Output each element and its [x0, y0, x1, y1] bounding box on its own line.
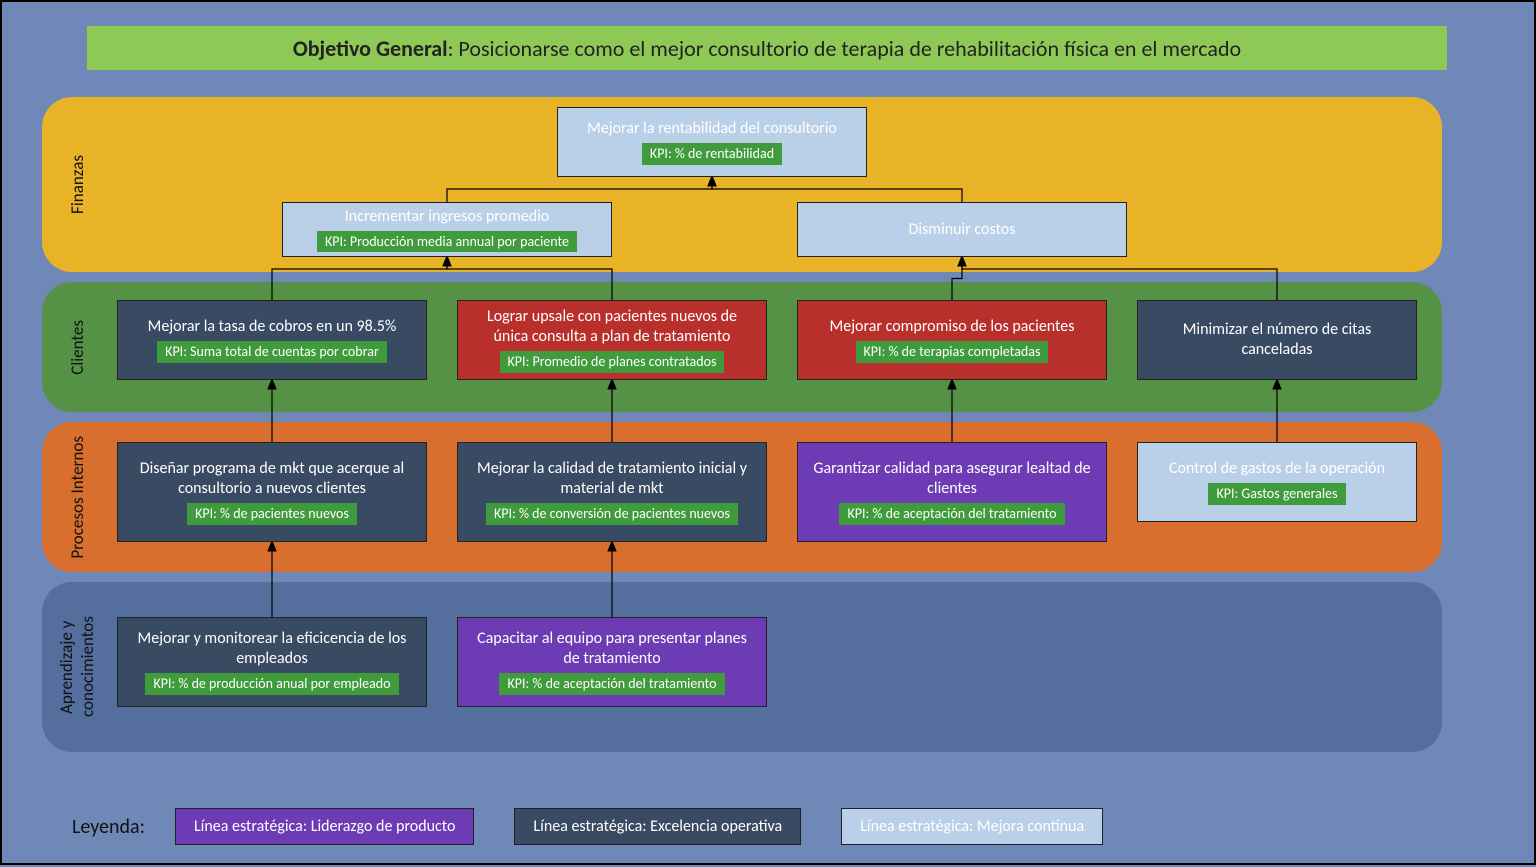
objective-text: Incrementar ingresos promedio — [345, 207, 549, 227]
objective-box-c3: Mejorar compromiso de los pacientes KPI: … — [797, 300, 1107, 380]
objective-text: Mejorar la rentabilidad del consultorio — [587, 119, 837, 139]
objective-box-f3: Disminuir costos — [797, 202, 1127, 257]
swimlane-label: Clientes — [42, 282, 112, 412]
objective-box-c4: Minimizar el número de citas canceladas — [1137, 300, 1417, 380]
objective-text: Disminuir costos — [909, 220, 1016, 240]
swimlane-label: Aprendizaje y conocimientos — [42, 582, 112, 752]
objective-box-a2: Capacitar al equipo para presentar plane… — [457, 617, 767, 707]
objective-box-a1: Mejorar y monitorear la eficicencia de l… — [117, 617, 427, 707]
kpi-badge: KPI: Producción media annual por pacient… — [317, 231, 577, 253]
kpi-badge: KPI: Promedio de planes contratados — [500, 351, 725, 373]
objective-text: Garantizar calidad para asegurar lealtad… — [808, 459, 1096, 499]
kpi-badge: KPI: Gastos generales — [1208, 483, 1345, 505]
objective-text: Mejorar compromiso de los pacientes — [830, 317, 1075, 337]
kpi-badge: KPI: Suma total de cuentas por cobrar — [157, 341, 387, 363]
swimlane-label: Finanzas — [42, 97, 112, 272]
kpi-badge: KPI: % de conversión de pacientes nuevos — [486, 503, 738, 525]
diagram-canvas: Objetivo General: Posicionarse como el m… — [0, 0, 1536, 865]
objective-text: Mejorar la tasa de cobros en un 98.5% — [148, 317, 397, 337]
swimlane-label: Procesos Internos — [42, 422, 112, 572]
objective-box-p4: Control de gastos de la operación KPI: Ga… — [1137, 442, 1417, 522]
title-bar: Objetivo General: Posicionarse como el m… — [87, 26, 1447, 70]
title-text: Objetivo General: Posicionarse como el m… — [293, 35, 1241, 62]
kpi-badge: KPI: % de pacientes nuevos — [187, 503, 357, 525]
objective-text: Mejorar la calidad de tratamiento inicia… — [468, 459, 756, 499]
objective-box-p2: Mejorar la calidad de tratamiento inicia… — [457, 442, 767, 542]
kpi-badge: KPI: % de aceptación del tratamiento — [499, 673, 724, 695]
legend: Leyenda: Línea estratégica: Liderazgo de… — [72, 808, 1103, 845]
legend-item: Línea estratégica: Mejora continua — [841, 808, 1103, 845]
objective-text: Mejorar y monitorear la eficicencia de l… — [128, 629, 416, 669]
objective-text: Diseñar programa de mkt que acerque al c… — [128, 459, 416, 499]
objective-text: Capacitar al equipo para presentar plane… — [468, 629, 756, 669]
objective-box-f1: Mejorar la rentabilidad del consultorio K… — [557, 107, 867, 177]
objective-box-c2: Lograr upsale con pacientes nuevos de ún… — [457, 300, 767, 380]
objective-box-p3: Garantizar calidad para asegurar lealtad… — [797, 442, 1107, 542]
kpi-badge: KPI: % de terapias completadas — [856, 341, 1049, 363]
objective-box-f2: Incrementar ingresos promedio KPI: Produc… — [282, 202, 612, 257]
objective-box-c1: Mejorar la tasa de cobros en un 98.5% KPI… — [117, 300, 427, 380]
objective-text: Lograr upsale con pacientes nuevos de ún… — [468, 307, 756, 347]
objective-box-p1: Diseñar programa de mkt que acerque al c… — [117, 442, 427, 542]
objective-text: Control de gastos de la operación — [1169, 459, 1385, 479]
objective-text: Minimizar el número de citas canceladas — [1148, 320, 1406, 360]
kpi-badge: KPI: % de aceptación del tratamiento — [839, 503, 1064, 525]
kpi-badge: KPI: % de producción anual por empleado — [145, 673, 398, 695]
legend-item: Línea estratégica: Liderazgo de producto — [175, 808, 474, 845]
legend-label: Leyenda: — [72, 815, 145, 839]
kpi-badge: KPI: % de rentabilidad — [642, 143, 782, 165]
legend-item: Línea estratégica: Excelencia operativa — [514, 808, 801, 845]
